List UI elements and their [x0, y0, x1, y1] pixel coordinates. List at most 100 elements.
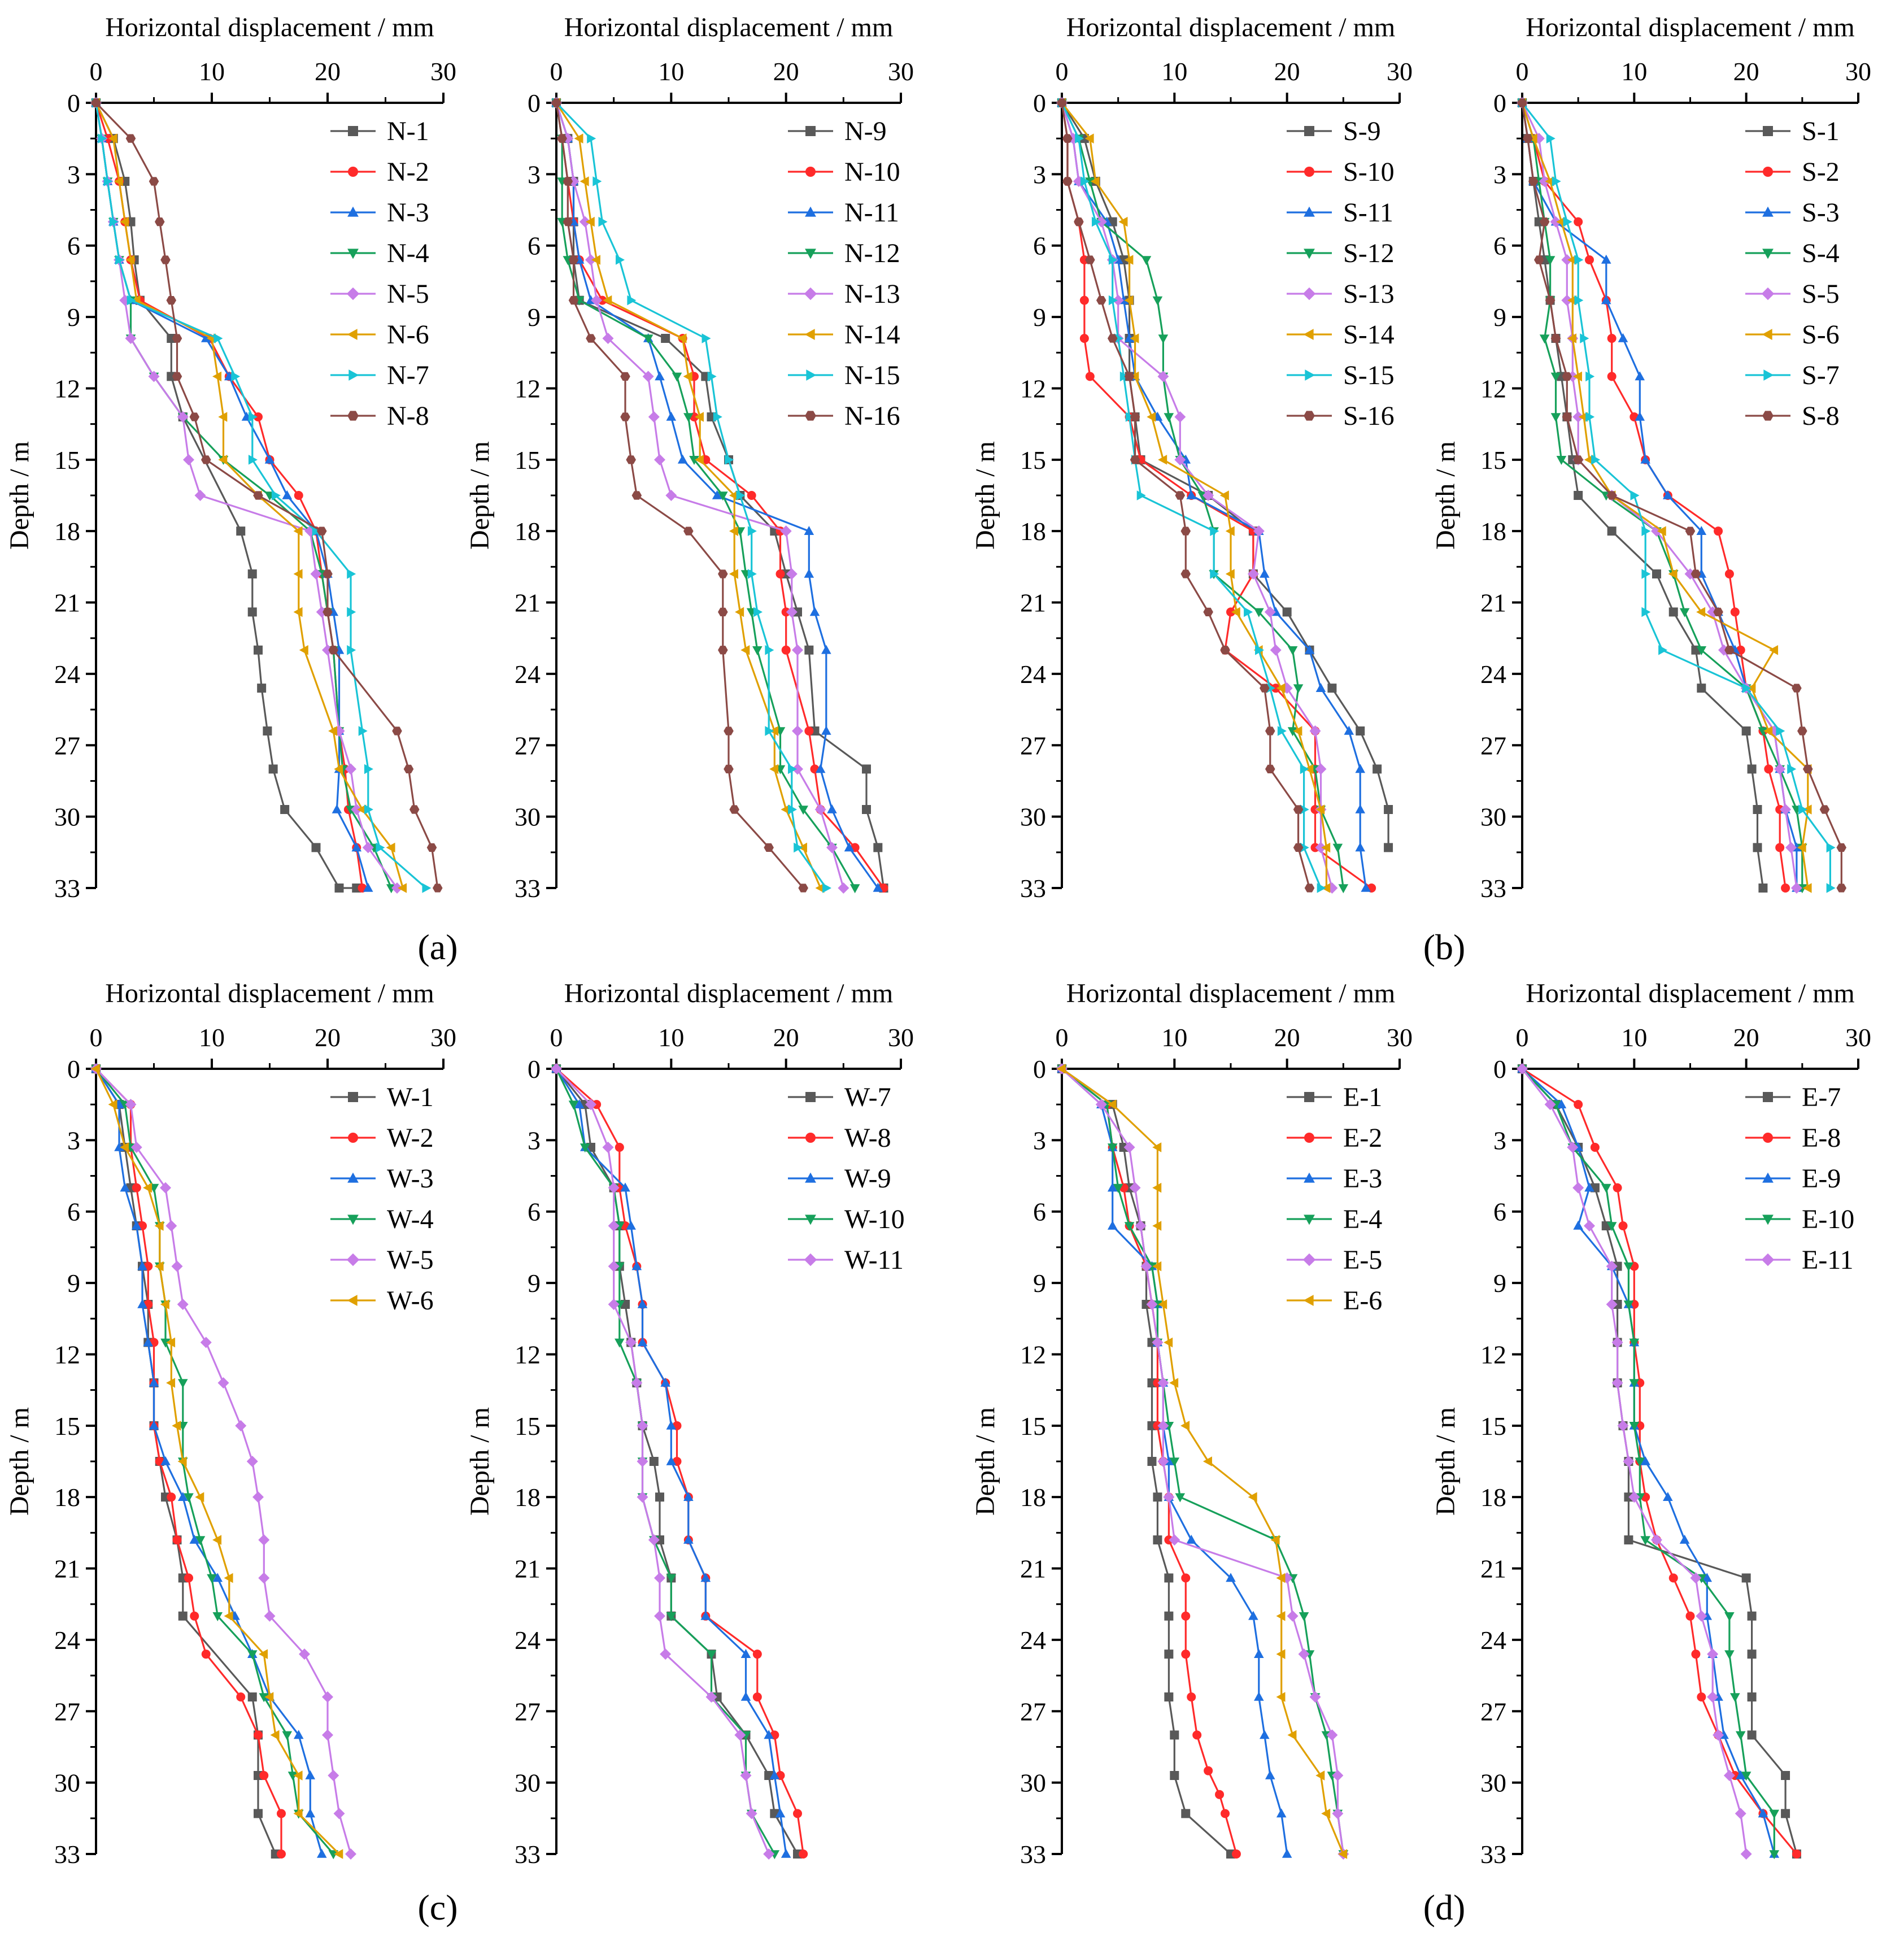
- data-point: [201, 333, 211, 342]
- y-tick-label: 9: [1033, 1269, 1046, 1298]
- series-line: [1061, 1068, 1344, 1855]
- data-point: [1618, 333, 1628, 342]
- legend-item: S-10: [1287, 157, 1395, 187]
- data-point: [1123, 1142, 1135, 1153]
- data-point: [254, 1730, 263, 1740]
- data-point: [1164, 413, 1174, 423]
- y-tick-label: 0: [1493, 1055, 1506, 1083]
- data-point: [729, 526, 738, 536]
- data-point: [1231, 1849, 1241, 1859]
- data-point: [1802, 764, 1813, 774]
- data-point: [775, 1808, 786, 1818]
- data-point: [1691, 1650, 1701, 1659]
- x-tick-label: 10: [1161, 1023, 1187, 1052]
- data-point: [769, 764, 779, 774]
- data-point: [166, 295, 177, 305]
- y-tick-label: 12: [515, 1340, 541, 1369]
- data-point: [683, 371, 692, 382]
- legend-item: N-16: [788, 401, 900, 431]
- data-point: [125, 255, 135, 265]
- legend-label: E-3: [1343, 1164, 1382, 1194]
- legend-marker: [1761, 287, 1775, 301]
- legend-marker: [348, 1092, 358, 1102]
- data-point: [268, 764, 278, 774]
- legend-label: S-2: [1802, 157, 1840, 187]
- data-point: [1062, 134, 1073, 143]
- legend-item: N-7: [330, 360, 429, 390]
- legend-item: E-11: [1745, 1245, 1854, 1275]
- data-point: [1186, 1534, 1197, 1544]
- data-point: [718, 491, 728, 501]
- data-point: [154, 217, 165, 227]
- series-line: [555, 102, 804, 889]
- legend-label: N-12: [844, 238, 900, 268]
- data-point: [149, 1420, 159, 1430]
- data-point: [137, 1261, 147, 1270]
- data-point: [1355, 804, 1366, 813]
- x-tick-label: 30: [430, 1023, 456, 1052]
- legend-marker: [1304, 167, 1314, 177]
- data-point: [1157, 1420, 1169, 1431]
- legend-label: S-3: [1802, 198, 1840, 228]
- legend-label: N-16: [844, 401, 900, 431]
- data-point: [764, 843, 774, 852]
- legend-marker: [805, 126, 816, 136]
- data-point: [120, 1142, 129, 1152]
- data-point: [1153, 1535, 1162, 1544]
- data-point: [1561, 294, 1573, 306]
- data-point: [184, 1493, 194, 1503]
- legend-item: S-7: [1745, 360, 1840, 390]
- legend-marker: [1763, 1133, 1773, 1143]
- data-point: [218, 455, 228, 465]
- data-point: [1118, 216, 1128, 227]
- data-point: [712, 490, 722, 499]
- data-point: [1640, 1456, 1650, 1465]
- data-point: [231, 371, 241, 382]
- data-point: [804, 525, 814, 535]
- data-point: [277, 1809, 286, 1818]
- legend-label: N-8: [387, 401, 429, 431]
- y-tick-label: 12: [1020, 1340, 1046, 1369]
- data-point: [125, 1099, 137, 1111]
- data-point: [1315, 682, 1326, 692]
- data-point: [1774, 763, 1786, 775]
- y-tick-label: 6: [1493, 232, 1506, 260]
- data-point: [1611, 1337, 1623, 1348]
- data-point: [718, 646, 728, 655]
- data-point: [1556, 1099, 1567, 1108]
- data-point: [781, 607, 791, 617]
- data-point: [177, 1456, 187, 1466]
- data-point: [376, 842, 385, 853]
- data-point: [1723, 1770, 1735, 1781]
- series-S-10: [1057, 98, 1376, 893]
- data-point: [1758, 727, 1768, 737]
- data-point: [1152, 1261, 1162, 1272]
- legend-item: W-8: [788, 1123, 891, 1153]
- data-point: [189, 1534, 200, 1544]
- data-point: [172, 334, 182, 343]
- data-point: [648, 411, 660, 423]
- legend-label: W-10: [844, 1204, 905, 1234]
- legend-label: S-14: [1343, 320, 1395, 350]
- data-point: [1747, 1611, 1757, 1621]
- legend-label: E-2: [1343, 1123, 1382, 1153]
- data-point: [1517, 98, 1527, 107]
- data-point: [257, 684, 267, 693]
- data-point: [160, 255, 171, 264]
- data-point: [654, 1572, 665, 1584]
- chart-7: Horizontal displacement / mm Depth / m 0 10…: [970, 978, 1413, 1869]
- data-point: [1181, 1573, 1191, 1583]
- data-point: [1260, 684, 1270, 693]
- series-line: [95, 102, 364, 889]
- legend-marker: [1304, 126, 1314, 136]
- data-point: [826, 842, 838, 854]
- legend-label: W-6: [387, 1286, 434, 1316]
- data-point: [1169, 1378, 1179, 1388]
- legend-marker: [804, 1253, 817, 1267]
- y-tick-label: 3: [67, 1126, 80, 1155]
- y-tick-label: 30: [1020, 1769, 1046, 1798]
- data-point: [247, 1692, 257, 1701]
- legend-item: N-2: [330, 157, 429, 187]
- data-point: [109, 216, 119, 227]
- series-line: [1061, 1068, 1344, 1855]
